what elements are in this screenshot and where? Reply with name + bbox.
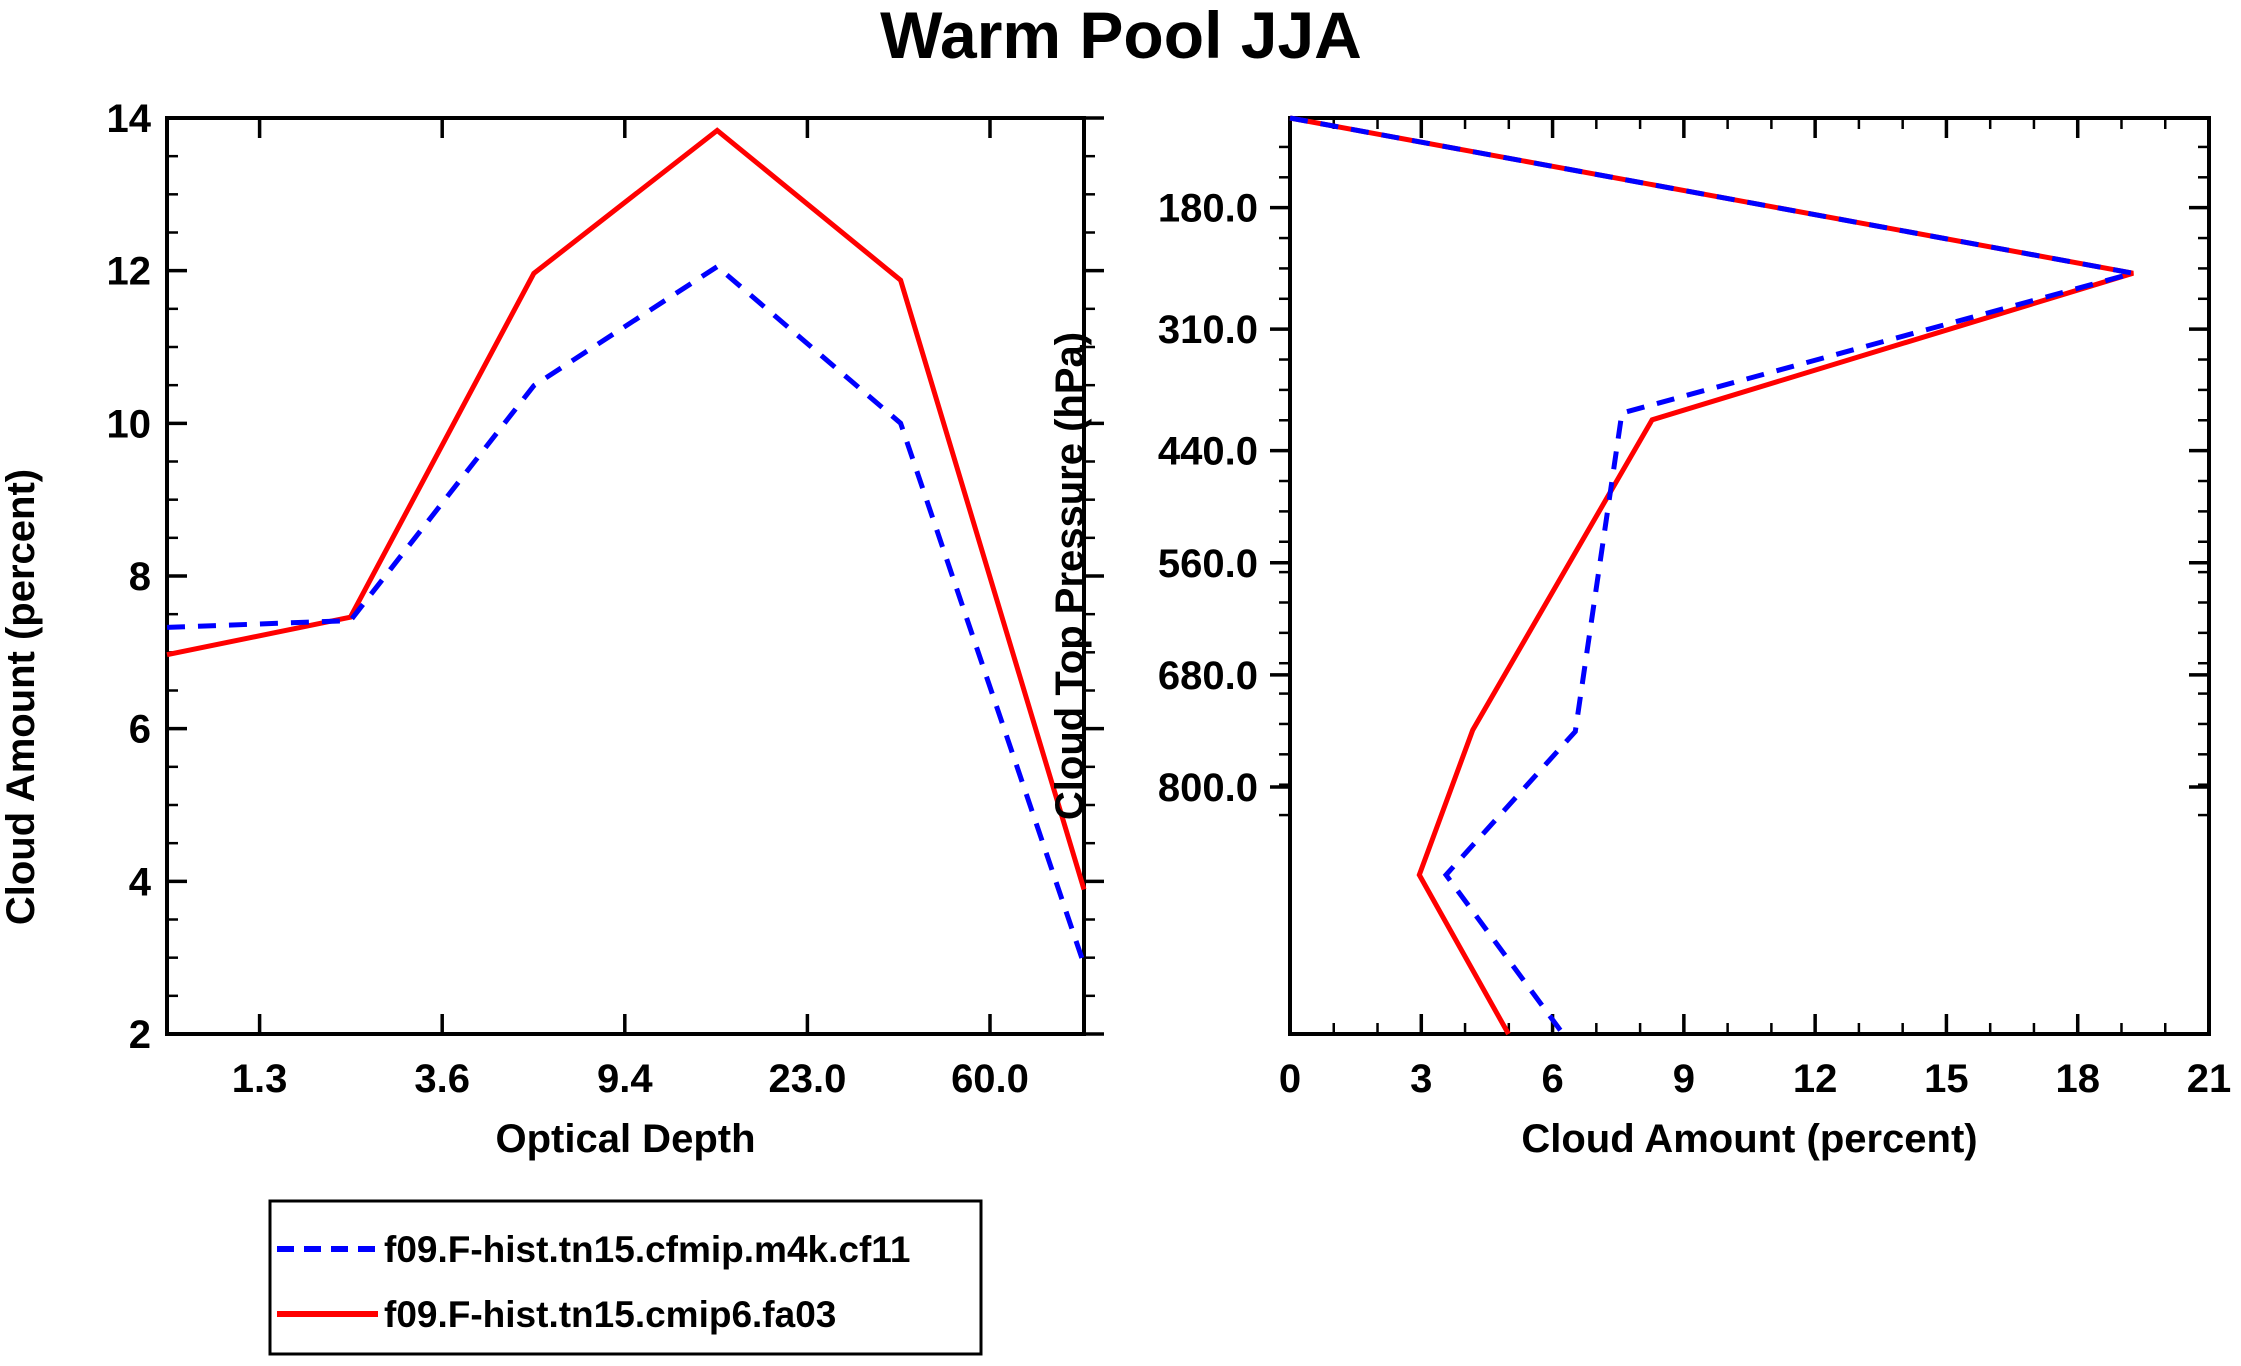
svg-text:10: 10 (107, 402, 152, 446)
svg-text:0: 0 (1279, 1057, 1301, 1101)
svg-text:6: 6 (129, 708, 151, 752)
svg-text:680.0: 680.0 (1158, 654, 1258, 698)
svg-text:12: 12 (107, 250, 152, 294)
svg-text:Cloud Amount (percent): Cloud Amount (percent) (1521, 1117, 1977, 1161)
svg-text:12: 12 (1793, 1057, 1838, 1101)
svg-text:9.4: 9.4 (597, 1057, 653, 1101)
svg-text:18: 18 (2055, 1057, 2100, 1101)
svg-text:3.6: 3.6 (414, 1057, 470, 1101)
svg-text:23.0: 23.0 (768, 1057, 846, 1101)
svg-text:15: 15 (1924, 1057, 1969, 1101)
svg-text:1.3: 1.3 (232, 1057, 288, 1101)
svg-text:60.0: 60.0 (951, 1057, 1029, 1101)
svg-text:Cloud Top Pressure (hPa): Cloud Top Pressure (hPa) (1048, 332, 1092, 820)
svg-text:21: 21 (2187, 1057, 2232, 1101)
svg-text:9: 9 (1673, 1057, 1695, 1101)
svg-text:f09.F-hist.tn15.cfmip.m4k.cf11: f09.F-hist.tn15.cfmip.m4k.cf11 (384, 1229, 910, 1270)
svg-text:Warm Pool JJA: Warm Pool JJA (880, 0, 1362, 72)
svg-text:14: 14 (107, 97, 152, 141)
svg-text:800.0: 800.0 (1158, 766, 1258, 810)
svg-text:2: 2 (129, 1013, 151, 1057)
svg-text:3: 3 (1410, 1057, 1432, 1101)
svg-text:f09.F-hist.tn15.cmip6.fa03: f09.F-hist.tn15.cmip6.fa03 (384, 1294, 836, 1335)
svg-text:8: 8 (129, 555, 151, 599)
svg-text:Optical Depth: Optical Depth (495, 1117, 755, 1161)
svg-text:Cloud Amount (percent): Cloud Amount (percent) (0, 469, 43, 925)
svg-text:440.0: 440.0 (1158, 430, 1258, 474)
svg-text:560.0: 560.0 (1158, 542, 1258, 586)
svg-text:6: 6 (1541, 1057, 1563, 1101)
svg-text:180.0: 180.0 (1158, 187, 1258, 231)
svg-text:4: 4 (129, 860, 152, 904)
svg-text:310.0: 310.0 (1158, 308, 1258, 352)
